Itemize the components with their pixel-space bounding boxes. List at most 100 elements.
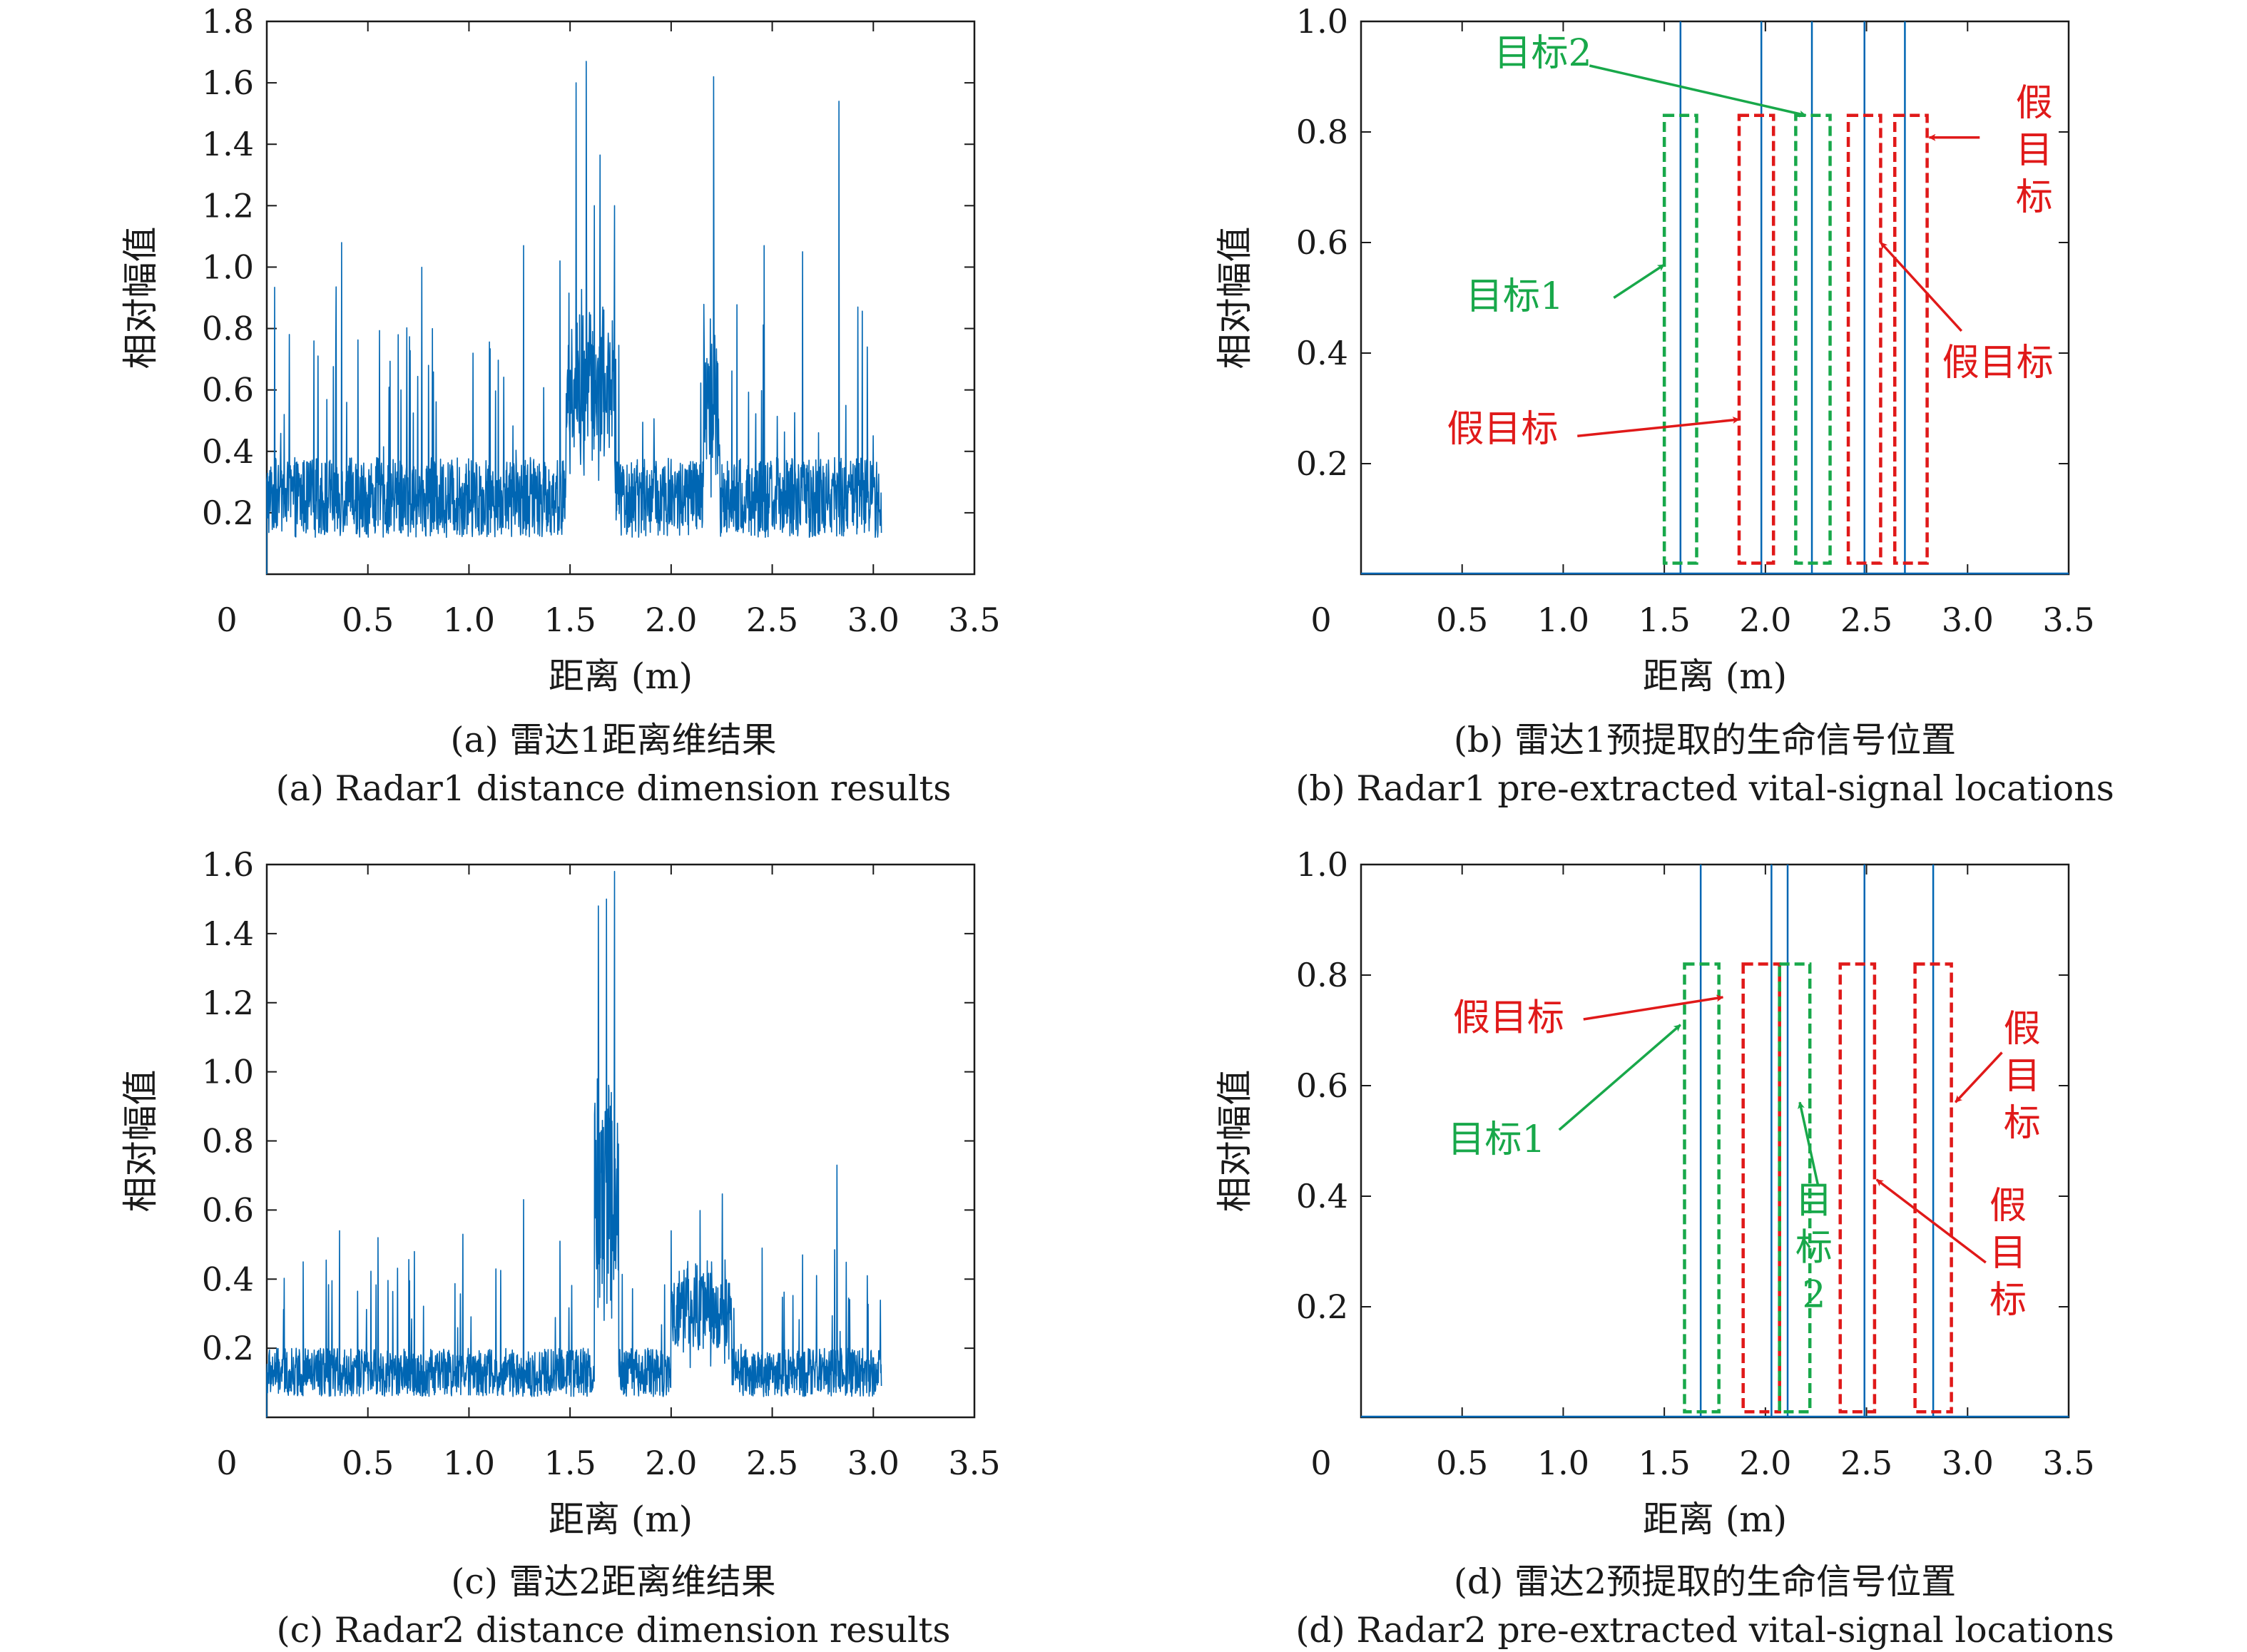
false-target-box — [1838, 962, 1877, 1414]
panel-d-plot: 0 0.5 1.0 1.5 2.0 2.5 3.0 3.5 0.2 0.4 0.6 0.8 1.0 距离 … — [1214, 845, 2095, 1540]
target-box — [1794, 113, 1832, 565]
false-target-label: 假 — [1989, 1185, 2027, 1228]
y-tick-label: 1.4 — [202, 914, 254, 953]
x-tick-label: 1.0 — [1537, 1444, 1589, 1482]
panel-a: 0 0.5 1.0 1.5 2.0 2.5 3.0 3.5 0.2 0.4 0.6 0.8 1.0 1.2… — [120, 2, 1001, 809]
y-axis-title: 相对幅值 — [120, 227, 161, 369]
caption-c-en: (c) Radar2 distance dimension results — [276, 1610, 950, 1651]
panel-a-plot: 0 0.5 1.0 1.5 2.0 2.5 3.0 3.5 0.2 0.4 0.6 0.8 1.0 1.2… — [120, 2, 1001, 697]
panel-d: 0 0.5 1.0 1.5 2.0 2.5 3.0 3.5 0.2 0.4 0.6 0.8 1.0 距离 … — [1214, 845, 2114, 1651]
y-tick-label: 1.0 — [202, 1053, 254, 1091]
y-tick-label: 0.8 — [1296, 113, 1348, 151]
target-arrow — [1589, 64, 1807, 118]
false-target-label: 假目标 — [1453, 997, 1564, 1040]
x-tick-label: 0 — [1310, 1444, 1331, 1482]
y-tick-label: 1.6 — [202, 845, 254, 884]
false-target-label: 标 — [2004, 1102, 2041, 1145]
target-label: 目标1 — [1447, 1118, 1545, 1161]
false-target-label: 目 — [1989, 1232, 2027, 1275]
false-target-box — [1913, 962, 1953, 1414]
x-tick-label: 0.5 — [1436, 601, 1488, 639]
false-target-arrow — [1583, 994, 1724, 1021]
y-axis-title: 相对幅值 — [120, 1070, 161, 1213]
y-tick-label: 1.0 — [1296, 845, 1348, 884]
y-tick-label: 1.0 — [202, 248, 254, 286]
false-target-arrow — [1880, 241, 1963, 332]
signal-trace-a — [266, 61, 882, 574]
false-target-box — [1846, 113, 1882, 565]
x-axis-title: 距离 (m) — [549, 1499, 693, 1540]
plot-frame-a — [265, 20, 976, 576]
caption-b-en: (b) Radar1 pre-extracted vital-signal lo… — [1295, 768, 2114, 809]
target-arrow — [1798, 1101, 1820, 1186]
target-label: 2 — [1802, 1273, 1825, 1316]
false-target-box — [1737, 113, 1775, 565]
x-tick-label: 2.5 — [1840, 601, 1892, 639]
x-tick-label: 0.5 — [1436, 1444, 1488, 1482]
y-tick-label: 0.8 — [1296, 956, 1348, 994]
y-tick-label: 1.2 — [202, 984, 254, 1022]
x-tick-label: 1.5 — [1639, 1444, 1691, 1482]
y-axis-title: 相对幅值 — [1214, 227, 1255, 369]
panel-c: 0 0.5 1.0 1.5 2.0 2.5 3.0 3.5 0.2 0.4 0.6 0.8 1.0 1.2… — [120, 845, 1001, 1651]
y-tick-label: 0.6 — [1296, 1066, 1348, 1105]
x-tick-label: 2.5 — [1840, 1444, 1892, 1482]
target-label: 目 — [1795, 1179, 1833, 1222]
y-tick-label: 0.2 — [1296, 1288, 1348, 1326]
y-tick-label: 0.6 — [202, 371, 254, 409]
target-arrow — [1613, 263, 1666, 299]
y-tick-label: 0.8 — [202, 310, 254, 348]
false-target-arrow — [1955, 1051, 2003, 1103]
false-target-box — [1741, 962, 1781, 1414]
x-tick-label: 0.5 — [342, 601, 394, 639]
y-tick-label: 0.6 — [202, 1190, 254, 1229]
false-target-label: 假目标 — [1942, 342, 2054, 384]
x-tick-label: 0 — [1310, 601, 1331, 639]
target-box — [1662, 113, 1698, 565]
y-tick-label: 1.2 — [202, 186, 254, 225]
false-target-arrow — [1577, 416, 1741, 437]
caption-a-cn: (a) 雷达1距离维结果 — [450, 720, 776, 760]
caption-d-en: (d) Radar2 pre-extracted vital-signal lo… — [1295, 1610, 2114, 1651]
x-tick-label: 3.0 — [847, 1444, 900, 1482]
x-tick-label: 1.5 — [544, 601, 596, 639]
y-tick-label: 0.2 — [202, 1329, 254, 1367]
target-label: 目标1 — [1466, 275, 1564, 318]
false-target-arrow — [1875, 1178, 1987, 1264]
y-tick-label: 1.0 — [1296, 2, 1348, 41]
x-tick-label: 2.0 — [1739, 1444, 1791, 1482]
x-tick-label: 0 — [216, 601, 237, 639]
x-tick-label: 2.0 — [645, 1444, 697, 1482]
x-tick-label: 3.5 — [948, 601, 1000, 639]
x-tick-label: 3.5 — [2042, 601, 2094, 639]
panel-b-plot: 0 0.5 1.0 1.5 2.0 2.5 3.0 3.5 0.2 0.4 0.6 0.8 1.0 距离 … — [1214, 2, 2095, 697]
target-box — [1683, 962, 1721, 1414]
x-tick-label: 2.5 — [746, 601, 798, 639]
x-tick-label: 1.0 — [443, 1444, 495, 1482]
y-axis-title: 相对幅值 — [1214, 1070, 1255, 1213]
x-tick-label: 1.0 — [443, 601, 495, 639]
caption-b-cn: (b) 雷达1预提取的生命信号位置 — [1454, 720, 1956, 760]
false-target-label: 假 — [2004, 1008, 2041, 1051]
x-tick-label: 2.5 — [746, 1444, 798, 1482]
x-tick-label: 3.5 — [948, 1444, 1000, 1482]
panel-b: 0 0.5 1.0 1.5 2.0 2.5 3.0 3.5 0.2 0.4 0.6 0.8 1.0 距离 … — [1214, 2, 2114, 809]
y-tick-label: 1.4 — [202, 125, 254, 163]
false-target-label: 标 — [2016, 176, 2053, 219]
y-tick-label: 0.4 — [1296, 334, 1348, 372]
x-tick-label: 3.5 — [2042, 1444, 2094, 1482]
y-tick-label: 0.6 — [1296, 223, 1348, 262]
x-tick-label: 0 — [216, 1444, 237, 1482]
false-target-box — [1893, 113, 1929, 565]
y-tick-label: 0.8 — [202, 1122, 254, 1161]
x-tick-label: 3.0 — [1942, 601, 1994, 639]
x-tick-label: 2.0 — [1739, 601, 1791, 639]
x-tick-label: 3.0 — [847, 601, 900, 639]
caption-a-en: (a) Radar1 distance dimension results — [276, 768, 952, 809]
x-tick-label: 1.5 — [1639, 601, 1691, 639]
y-tick-label: 1.8 — [202, 2, 254, 41]
target-label: 目标2 — [1494, 32, 1592, 75]
x-tick-label: 2.0 — [645, 601, 697, 639]
caption-d-cn: (d) 雷达2预提取的生命信号位置 — [1454, 1561, 1956, 1602]
